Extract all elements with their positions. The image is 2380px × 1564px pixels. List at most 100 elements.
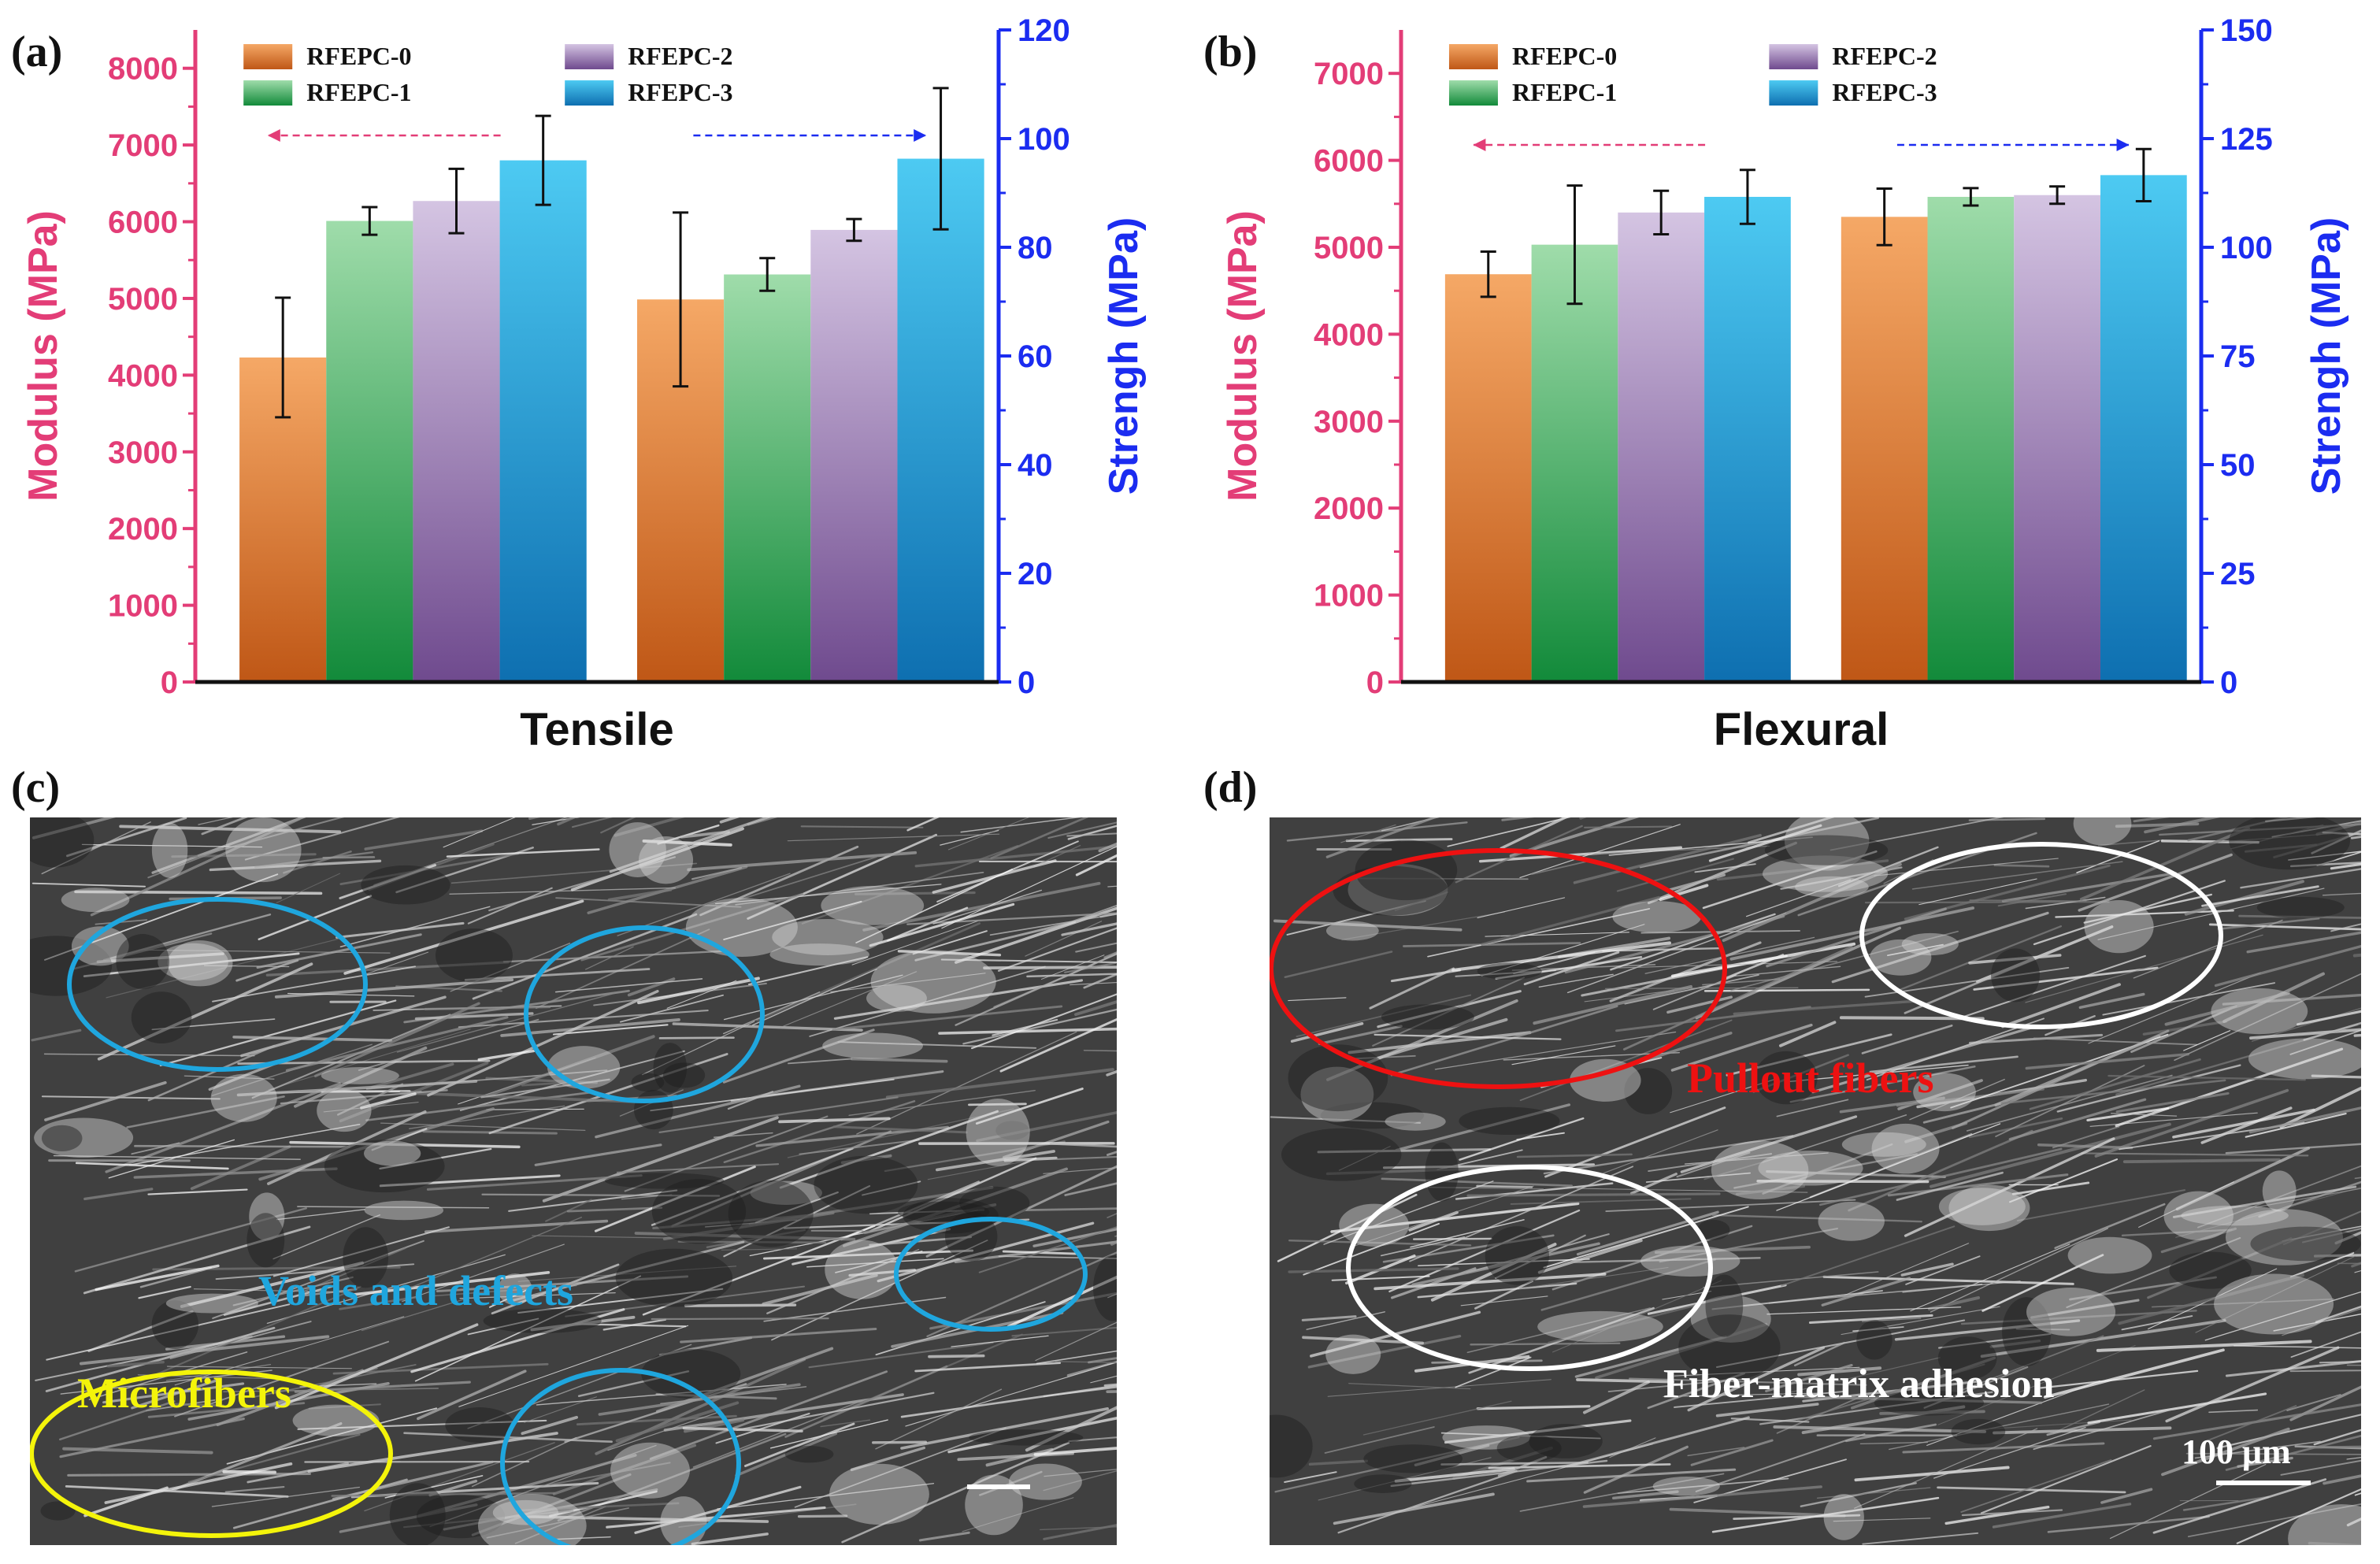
- sem-blob: [1485, 1226, 1549, 1285]
- sem-fiber: [873, 1442, 926, 1443]
- sem-blob: [211, 1074, 277, 1122]
- sem-fiber: [929, 1356, 984, 1357]
- sem-fiber: [324, 857, 374, 858]
- sem-blob: [814, 1156, 918, 1214]
- left-axis-title: Modulus (MPa): [1220, 210, 1266, 502]
- sem-blob: [2084, 900, 2153, 953]
- sem-blob: [966, 1099, 1030, 1166]
- sem-fiber: [2347, 1365, 2361, 1366]
- sem-blob: [116, 934, 169, 989]
- sem-blob: [1477, 962, 1542, 980]
- right-tick-label: 20: [1018, 557, 1053, 591]
- sem-fiber: [1477, 1186, 1532, 1187]
- left-tick-label: 4000: [108, 358, 178, 393]
- sem-texture-c: [30, 817, 1117, 1545]
- panel-label-c: (c): [11, 762, 60, 813]
- sem-fiber: [1705, 990, 1869, 991]
- legend-swatch-rfepc-1: [1449, 80, 1498, 106]
- sem-fiber: [799, 1516, 847, 1517]
- sem-fiber: [1970, 819, 2045, 821]
- legend-swatch-rfepc-0: [243, 44, 292, 69]
- pullout-label: Pullout fibers: [1687, 1054, 1934, 1103]
- x-axis-title: Tensile: [520, 704, 674, 755]
- sem-blob: [2211, 988, 2308, 1034]
- sem-blob: [2068, 1237, 2152, 1274]
- sem-fiber: [1970, 900, 2085, 901]
- bar-strength-rfepc-3: [2100, 175, 2187, 682]
- sem-blob: [361, 865, 450, 905]
- sem-blob: [1856, 1321, 1892, 1360]
- bar-strength-rfepc-2: [2014, 195, 2100, 682]
- sem-blob: [225, 817, 301, 882]
- sem-blob: [772, 919, 883, 955]
- tensile-chart: 0100020003000400050006000700080000204060…: [0, 0, 1181, 756]
- left-tick-label: 3000: [108, 435, 178, 470]
- arrow-head-right: [914, 129, 926, 142]
- sem-image-c: Voids and defects Microfibers: [30, 817, 1117, 1545]
- left-tick-label: 6000: [1314, 144, 1384, 179]
- sem-fiber: [652, 1318, 829, 1319]
- left-tick-label: 6000: [108, 206, 178, 240]
- legend-swatch-rfepc-3: [565, 80, 614, 106]
- legend-label-rfepc-2: RFEPC-2: [628, 42, 732, 70]
- sem-background: [30, 817, 1117, 1545]
- sem-blob: [42, 1125, 83, 1151]
- sem-blob: [1640, 1246, 1740, 1277]
- sem-blob: [1459, 1107, 1559, 1135]
- sem-blob: [445, 1407, 513, 1443]
- panel-label-d: (d): [1203, 762, 1257, 813]
- sem-blob: [2163, 1192, 2233, 1240]
- sem-blob: [1325, 1335, 1381, 1374]
- legend-label-rfepc-3: RFEPC-3: [628, 78, 732, 106]
- right-tick-label: 80: [1018, 231, 1053, 265]
- sem-blob: [959, 1187, 1029, 1220]
- legend-label-rfepc-1: RFEPC-1: [306, 78, 411, 106]
- sem-blob: [547, 1046, 620, 1089]
- left-tick-label: 5000: [1314, 231, 1384, 265]
- arrow-head-left: [1473, 139, 1485, 151]
- arrow-head-right: [2117, 139, 2130, 151]
- bar-strength-rfepc-3: [897, 159, 984, 682]
- voids-label: Voids and defects: [258, 1266, 573, 1315]
- left-tick-label: 5000: [108, 282, 178, 317]
- sem-blob: [1497, 1434, 1562, 1462]
- sem-blob: [1902, 933, 1959, 955]
- left-tick-label: 1000: [1314, 579, 1384, 613]
- right-tick-label: 25: [2220, 557, 2256, 591]
- left-tick-label: 1000: [108, 589, 178, 624]
- sem-blob: [2257, 897, 2345, 918]
- bar-modulus-rfepc-3: [500, 161, 587, 682]
- sem-blob: [436, 928, 513, 982]
- right-tick-label: 150: [2220, 13, 2273, 48]
- left-tick-label: 4000: [1314, 317, 1384, 352]
- sem-blob: [871, 950, 996, 1014]
- sem-fiber: [224, 1472, 275, 1473]
- left-axis-title: Modulus (MPa): [20, 210, 66, 502]
- sem-blob: [1281, 1129, 1402, 1181]
- sem-blob: [1381, 1004, 1474, 1029]
- sem-blob: [969, 1429, 1083, 1445]
- right-tick-label: 100: [1018, 122, 1070, 157]
- legend-swatch-rfepc-3: [1769, 80, 1818, 106]
- sem-blob: [293, 1405, 380, 1436]
- sem-blob: [61, 888, 130, 912]
- bar-strength-rfepc-1: [724, 275, 810, 683]
- sem-fiber: [487, 1109, 584, 1110]
- legend-label-rfepc-3: RFEPC-3: [1832, 78, 1937, 106]
- bar-modulus-rfepc-0: [1445, 274, 1532, 682]
- scale-bar-c: [967, 1484, 1030, 1489]
- legend-label-rfepc-2: RFEPC-2: [1832, 42, 1937, 70]
- x-axis-title: Flexural: [1714, 704, 1889, 755]
- legend-label-rfepc-0: RFEPC-0: [306, 42, 411, 70]
- sem-blob: [166, 1294, 258, 1314]
- flexural-chart: 0100020003000400050006000700002550751001…: [1190, 0, 2380, 756]
- right-tick-label: 40: [1018, 448, 1053, 483]
- sem-blob: [1818, 1202, 1885, 1241]
- legend-swatch-rfepc-2: [1769, 44, 1818, 69]
- left-tick-label: 8000: [108, 52, 178, 87]
- legend-swatch-rfepc-1: [243, 80, 292, 106]
- sem-fiber: [2338, 1263, 2361, 1264]
- bar-modulus-rfepc-1: [326, 221, 413, 682]
- sem-fiber: [1585, 827, 1671, 828]
- sem-blob: [1385, 1113, 1446, 1131]
